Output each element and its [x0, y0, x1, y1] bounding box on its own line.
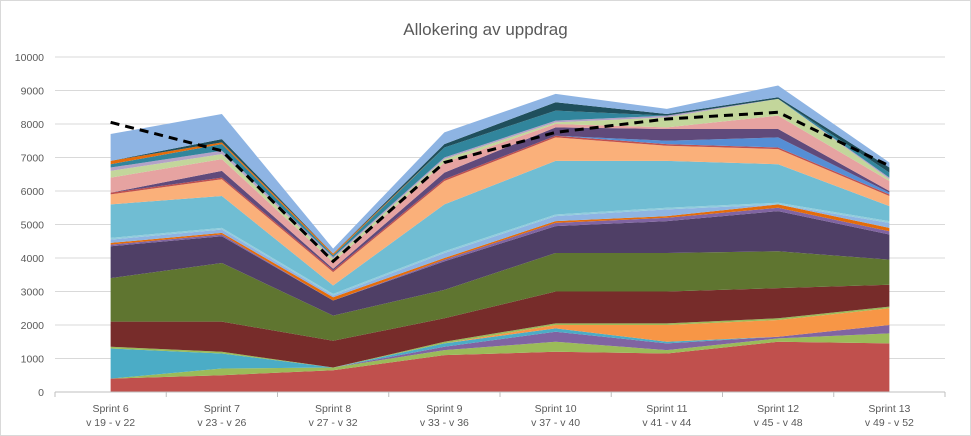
area-series-10 — [110, 207, 890, 301]
area-series-2 — [110, 333, 890, 379]
area-series-24 — [110, 97, 890, 254]
chart-title: Allokering av uppdrag — [403, 20, 568, 39]
y-tick-label: 7000 — [21, 153, 45, 165]
area-series-1 — [110, 341, 890, 392]
y-tick-label: 2000 — [21, 320, 45, 332]
area-series-5 — [110, 308, 890, 368]
x-tick-label-sprint: Sprint 11 — [646, 403, 687, 415]
y-tick-label: 8000 — [21, 119, 45, 131]
y-tick-label: 10000 — [15, 52, 44, 64]
y-tick-label: 4000 — [21, 253, 45, 265]
x-tick-label-weeks: v 23 - v 26 — [197, 417, 246, 429]
x-tick-label-weeks: v 49 - v 52 — [865, 417, 914, 429]
area-series-8 — [110, 251, 890, 341]
stacked-areas — [110, 85, 890, 392]
area-series-18 — [110, 127, 890, 271]
y-tick-label: 0 — [38, 387, 44, 399]
area-series-19 — [110, 115, 890, 269]
x-tick-label-weeks: v 33 - v 36 — [420, 417, 469, 429]
x-tick-label-weeks: v 41 - v 44 — [642, 417, 691, 429]
area-series-22 — [110, 98, 890, 257]
x-tick-label-weeks: v 45 - v 48 — [754, 417, 803, 429]
y-tick-label: 6000 — [21, 186, 45, 198]
x-tick-label-sprint: Sprint 7 — [204, 403, 240, 415]
area-series-4 — [110, 325, 890, 379]
area-series-9 — [110, 211, 890, 316]
x-tick-label-sprint: Sprint 6 — [93, 403, 129, 415]
x-tick-label-weeks: v 37 - v 40 — [531, 417, 580, 429]
y-tick-label: 1000 — [21, 354, 45, 366]
x-tick-label-sprint: Sprint 9 — [426, 403, 462, 415]
y-tick-label: 3000 — [21, 287, 45, 299]
x-tick-label-sprint: Sprint 12 — [757, 403, 799, 415]
dashed-line-series — [110, 110, 891, 264]
x-tick-label-weeks: v 19 - v 22 — [86, 417, 135, 429]
x-tick-label-sprint: Sprint 13 — [868, 403, 910, 415]
area-series-14 — [110, 160, 890, 294]
area-series-15 — [110, 137, 890, 286]
y-tick-label: 9000 — [21, 86, 45, 98]
x-tick-label-sprint: Sprint 8 — [315, 403, 351, 415]
total-line — [110, 110, 891, 264]
x-tick-label-weeks: v 27 - v 32 — [309, 417, 358, 429]
area-series-11 — [110, 204, 890, 301]
axes: 0 1000 2000 3000 4000 5000 6000 7000 8000 9000 100… — [15, 52, 946, 429]
area-series-7 — [110, 284, 890, 368]
area-series-25 — [110, 85, 890, 254]
x-tick-label-sprint: Sprint 10 — [535, 403, 577, 415]
y-tick-label: 5000 — [21, 220, 45, 232]
